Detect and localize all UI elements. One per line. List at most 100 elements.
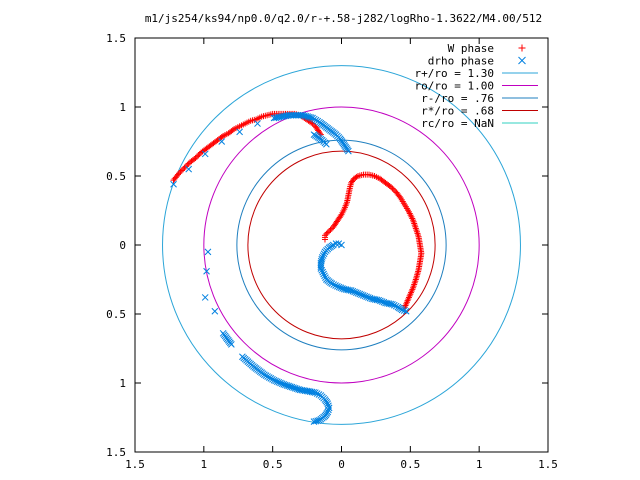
- drho-phase-point: [387, 300, 395, 308]
- drho-phase-point: [319, 268, 327, 276]
- drho-phase-point: [228, 341, 235, 348]
- drho-phase-point: [320, 270, 327, 278]
- drho-phase-point: [313, 390, 321, 397]
- drho-phase-point: [400, 307, 408, 314]
- w-phase-point: [180, 166, 187, 173]
- legend-label: W phase: [448, 42, 494, 55]
- w-phase-point: [184, 161, 191, 168]
- drho-phase-point: [310, 418, 318, 425]
- x-tick-label: 0: [338, 458, 345, 471]
- drho-phase-point: [170, 180, 177, 188]
- drho-phase-point: [324, 400, 332, 408]
- w-phase-point: [177, 168, 184, 175]
- drho-phase-point: [334, 283, 341, 290]
- drho-phase-point: [361, 292, 369, 300]
- legend-marker-sample: [518, 44, 526, 52]
- drho-phase-point: [345, 147, 352, 155]
- y-tick-label: 1: [119, 377, 126, 390]
- drho-phase-point: [321, 272, 328, 280]
- drho-phase-point: [325, 406, 332, 414]
- circle-3: [247, 150, 436, 340]
- drho-phase-point: [201, 150, 209, 158]
- x-tick-label: 1: [476, 458, 483, 471]
- drho-phase-point: [317, 265, 325, 272]
- legend-label: drho phase: [428, 55, 494, 68]
- w-phase-point: [389, 185, 396, 192]
- y-tick-label: 1.5: [106, 32, 126, 45]
- legend-marker-sample: [518, 56, 526, 65]
- drho-phase-point: [390, 301, 398, 309]
- drho-phase-point: [315, 391, 323, 398]
- drho-phase-point: [363, 293, 370, 301]
- w-phase-point: [193, 153, 200, 160]
- w-phase-point: [229, 127, 236, 134]
- w-phase-point: [178, 167, 185, 174]
- phase-markers: [170, 110, 425, 425]
- drho-phase-point: [335, 283, 343, 291]
- drho-phase-point: [218, 138, 226, 145]
- drho-phase-point: [310, 388, 317, 396]
- drho-phase-point: [364, 294, 372, 301]
- w-phase-point: [218, 134, 225, 141]
- y-tick-label: 0.5: [106, 170, 126, 183]
- drho-phase-point: [356, 290, 364, 298]
- y-tick-label: 0: [119, 239, 126, 252]
- drho-phase-point: [352, 289, 360, 296]
- drho-phase-point: [307, 114, 315, 121]
- legend-label: r-/ro = .76: [421, 92, 494, 105]
- drho-phase-point: [319, 252, 327, 259]
- w-phase-point: [309, 120, 316, 127]
- drho-phase-point: [330, 281, 338, 288]
- w-phase-point: [323, 230, 330, 237]
- drho-phase-point: [337, 284, 345, 292]
- w-phase-point: [388, 184, 395, 191]
- drho-phase-point: [320, 250, 328, 258]
- w-phase-point: [353, 173, 360, 180]
- drho-phase-point: [332, 282, 339, 289]
- drho-phase-point: [377, 297, 384, 305]
- drho-phase-point: [335, 240, 343, 247]
- x-tick-label: 0.5: [263, 458, 283, 471]
- drho-phase-point: [389, 300, 396, 308]
- legend-label: rc/ro = NaN: [421, 117, 494, 130]
- y-tick-label: 1: [119, 101, 126, 114]
- drho-phase-point: [236, 128, 243, 136]
- w-phase-point: [326, 228, 333, 235]
- drho-phase-point: [349, 287, 357, 295]
- x-tick-label: 1.5: [125, 458, 145, 471]
- y-tick-label: 1.5: [106, 446, 126, 459]
- w-phase-point: [324, 229, 331, 236]
- w-phase-point: [390, 186, 397, 193]
- drho-phase-point: [354, 289, 362, 297]
- legend-label: r*/ro = .68: [421, 105, 494, 118]
- drho-phase-point: [378, 298, 386, 305]
- drho-phase-point: [358, 291, 365, 299]
- drho-phase-point: [318, 266, 326, 274]
- drho-phase-point: [328, 280, 336, 287]
- drho-phase-point: [323, 140, 330, 148]
- legend-label: r+/ro = 1.30: [415, 67, 494, 80]
- chart-title: m1/js254/ks94/np0.0/q2.0/r-+.58-j282/log…: [145, 12, 542, 25]
- axis-ticks: 1.5 1 0.5 0 0.5 1 1.51.510.500.511.5: [106, 32, 558, 471]
- drho-phase-point: [392, 302, 400, 310]
- w-phase-point: [321, 232, 328, 239]
- drho-phase-point: [204, 248, 212, 256]
- drho-phase-point: [347, 287, 355, 294]
- circle-0: [162, 65, 521, 425]
- x-tick-label: 1.5: [538, 458, 558, 471]
- drho-phase-point: [321, 248, 329, 256]
- drho-phase-point: [211, 307, 219, 315]
- drho-phase-point: [351, 288, 358, 296]
- y-tick-label: 0.5: [106, 308, 126, 321]
- drho-phase-point: [254, 120, 261, 127]
- drho-phase-point: [185, 165, 193, 173]
- w-phase-point: [396, 193, 403, 200]
- radius-circles: [162, 65, 521, 425]
- w-phase-point: [195, 152, 202, 159]
- drho-phase-point: [201, 294, 209, 301]
- x-tick-label: 1: [201, 458, 208, 471]
- w-phase-point: [327, 226, 334, 233]
- circle-1: [203, 106, 480, 384]
